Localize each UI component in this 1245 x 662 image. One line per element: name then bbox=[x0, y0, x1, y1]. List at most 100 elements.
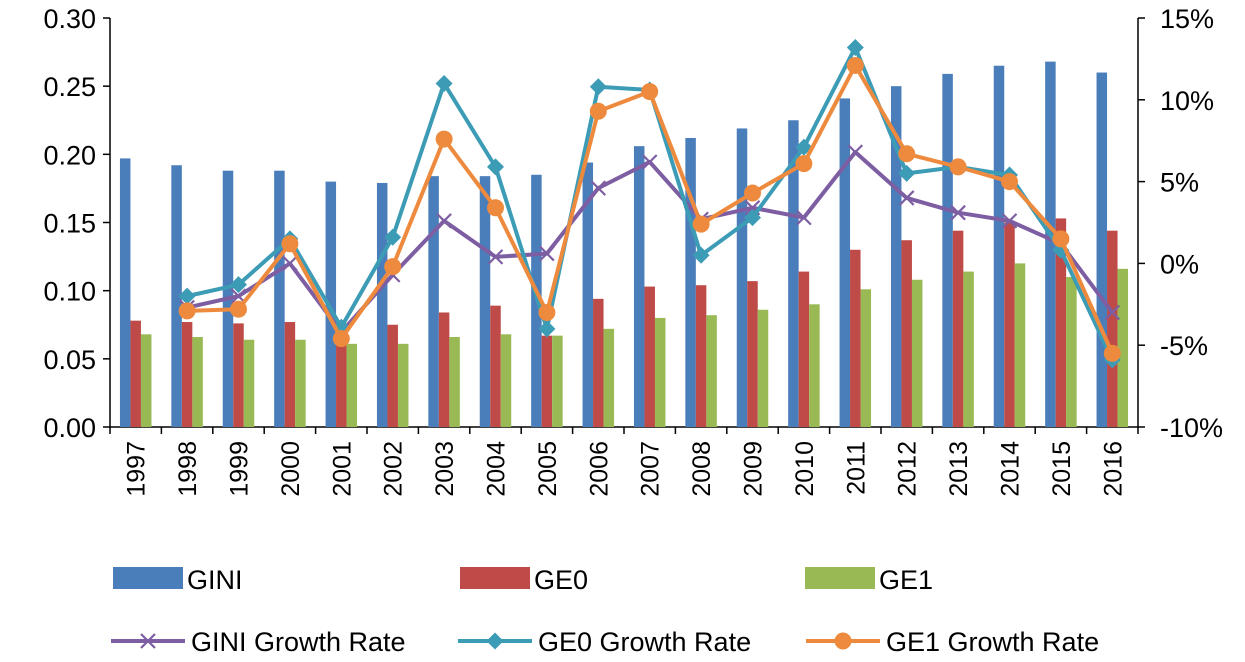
bar-gini bbox=[839, 98, 851, 427]
point-ge1-growth-rate bbox=[384, 258, 402, 276]
x-tick-label: 2002 bbox=[380, 441, 408, 497]
point-ge1-growth-rate bbox=[1001, 173, 1018, 191]
point-ge1-growth-rate bbox=[1052, 230, 1070, 248]
y-tick-label: 0.20 bbox=[43, 140, 96, 170]
bar-ge1 bbox=[603, 328, 615, 427]
bar-gini bbox=[736, 128, 748, 427]
x-tick-label: 2010 bbox=[791, 441, 819, 497]
point-ge0-growth-rate bbox=[178, 287, 196, 305]
point-ge1-growth-rate bbox=[332, 330, 350, 348]
point-gini-growth-rate bbox=[898, 190, 915, 206]
bar-gini bbox=[376, 182, 388, 427]
point-ge1-growth-rate bbox=[744, 184, 761, 202]
legend-label-gini: GINI bbox=[187, 565, 243, 595]
bar-ge0 bbox=[233, 323, 244, 427]
bar-gini bbox=[582, 162, 594, 427]
point-ge1-growth-rate bbox=[538, 303, 556, 321]
legend-label-ge0: GE0 bbox=[534, 565, 588, 595]
point-gini-growth-rate bbox=[1104, 304, 1121, 321]
x-tick-label: 2004 bbox=[483, 441, 511, 497]
point-ge0-growth-rate bbox=[898, 164, 916, 182]
point-gini-growth-rate bbox=[796, 209, 812, 226]
y-tick-label: 0.30 bbox=[43, 4, 96, 34]
bar-ge0 bbox=[541, 335, 553, 427]
legend-swatch-gini bbox=[113, 567, 183, 589]
point-ge0-growth-rate bbox=[692, 246, 710, 264]
point-ge0-growth-rate bbox=[487, 158, 504, 176]
x-tick-label: 2008 bbox=[688, 441, 716, 497]
point-ge0-growth-rate bbox=[230, 276, 247, 294]
y2-tick-label: 0% bbox=[1160, 249, 1199, 279]
y-tick-label: 0.10 bbox=[43, 277, 96, 307]
bar-gini bbox=[119, 158, 131, 427]
x-tick-label: 2014 bbox=[997, 441, 1025, 497]
y2-tick-label: 5% bbox=[1160, 168, 1199, 198]
bar-ge1 bbox=[860, 289, 872, 427]
bar-ge0 bbox=[1107, 230, 1118, 427]
point-ge1-growth-rate bbox=[898, 145, 916, 163]
bar-ge0 bbox=[1055, 218, 1067, 427]
point-ge1-growth-rate bbox=[589, 102, 607, 120]
x-tick-label: 2009 bbox=[740, 441, 768, 497]
bar-ge0 bbox=[901, 240, 912, 427]
axes: 0.00 0.05 0.10 0.15 0.20 0.25 0.30 -10% -5% 0% 5% 1… bbox=[43, 4, 1223, 497]
x-tick-label: 1999 bbox=[226, 441, 254, 497]
bar-ge1 bbox=[243, 339, 255, 427]
bar-gini bbox=[325, 181, 337, 427]
bar-ge1 bbox=[911, 279, 923, 427]
legend-marker-ge1-growth-rate bbox=[834, 632, 852, 650]
point-ge1-growth-rate bbox=[435, 130, 453, 148]
y-tick-label: 0.25 bbox=[43, 72, 96, 102]
y2-tick-label: -10% bbox=[1160, 413, 1223, 443]
y2-tick-label: 15% bbox=[1160, 4, 1214, 34]
point-ge1-growth-rate bbox=[846, 56, 864, 74]
bar-ge0 bbox=[181, 322, 193, 427]
point-ge0-growth-rate bbox=[435, 74, 453, 92]
point-ge1-growth-rate bbox=[281, 235, 299, 253]
x-tick-label: 2011 bbox=[842, 441, 870, 495]
y-tick-label: 0.15 bbox=[43, 209, 96, 239]
point-ge1-growth-rate bbox=[949, 158, 967, 176]
bar-ge0 bbox=[1004, 222, 1015, 427]
bar-gini bbox=[685, 137, 696, 427]
point-gini-growth-rate bbox=[487, 249, 504, 265]
bar-gini bbox=[890, 86, 902, 428]
bar-ge1 bbox=[757, 309, 769, 427]
point-ge1-growth-rate bbox=[795, 155, 813, 173]
x-tick-label: 2000 bbox=[277, 441, 305, 497]
lines bbox=[178, 38, 1121, 369]
point-gini-growth-rate bbox=[282, 255, 298, 272]
x-tick-label: 2005 bbox=[534, 441, 562, 497]
bar-gini bbox=[479, 176, 491, 427]
legend-swatch-ge0 bbox=[460, 567, 530, 589]
legend: GINI GE0 GE1 GINI Growth Rate GE0 Growth Rat… bbox=[111, 565, 1099, 657]
bar-gini bbox=[1045, 61, 1056, 427]
legend-label-gini-growth-rate: GINI Growth Rate bbox=[191, 627, 406, 657]
point-gini-growth-rate bbox=[641, 154, 658, 170]
point-ge0-growth-rate bbox=[589, 78, 607, 96]
bars bbox=[119, 61, 1129, 428]
y2-tick-label: 10% bbox=[1160, 86, 1214, 116]
bar-ge0 bbox=[952, 230, 964, 427]
y-tick-label: 0.05 bbox=[43, 345, 96, 375]
bar-ge1 bbox=[192, 337, 203, 427]
bar-ge0 bbox=[387, 324, 398, 427]
point-gini-growth-rate bbox=[847, 144, 864, 160]
x-tick-label: 2013 bbox=[945, 441, 973, 497]
legend-marker-gini-growth-rate bbox=[140, 633, 156, 649]
x-tick-label: 2001 bbox=[328, 441, 356, 497]
bar-gini bbox=[633, 146, 645, 428]
bar-ge0 bbox=[284, 322, 296, 427]
bar-ge0 bbox=[798, 271, 810, 427]
x-tick-label: 2015 bbox=[1048, 441, 1076, 497]
point-ge1-growth-rate bbox=[487, 199, 504, 217]
legend-swatch-ge1 bbox=[805, 567, 875, 589]
bar-ge0 bbox=[695, 285, 707, 427]
point-ge0-growth-rate bbox=[846, 38, 864, 56]
bar-ge0 bbox=[644, 286, 655, 427]
point-ge0-growth-rate bbox=[744, 209, 761, 227]
bar-ge0 bbox=[593, 298, 604, 427]
bar-ge1 bbox=[449, 337, 460, 427]
x-tick-label: 2012 bbox=[894, 441, 922, 497]
